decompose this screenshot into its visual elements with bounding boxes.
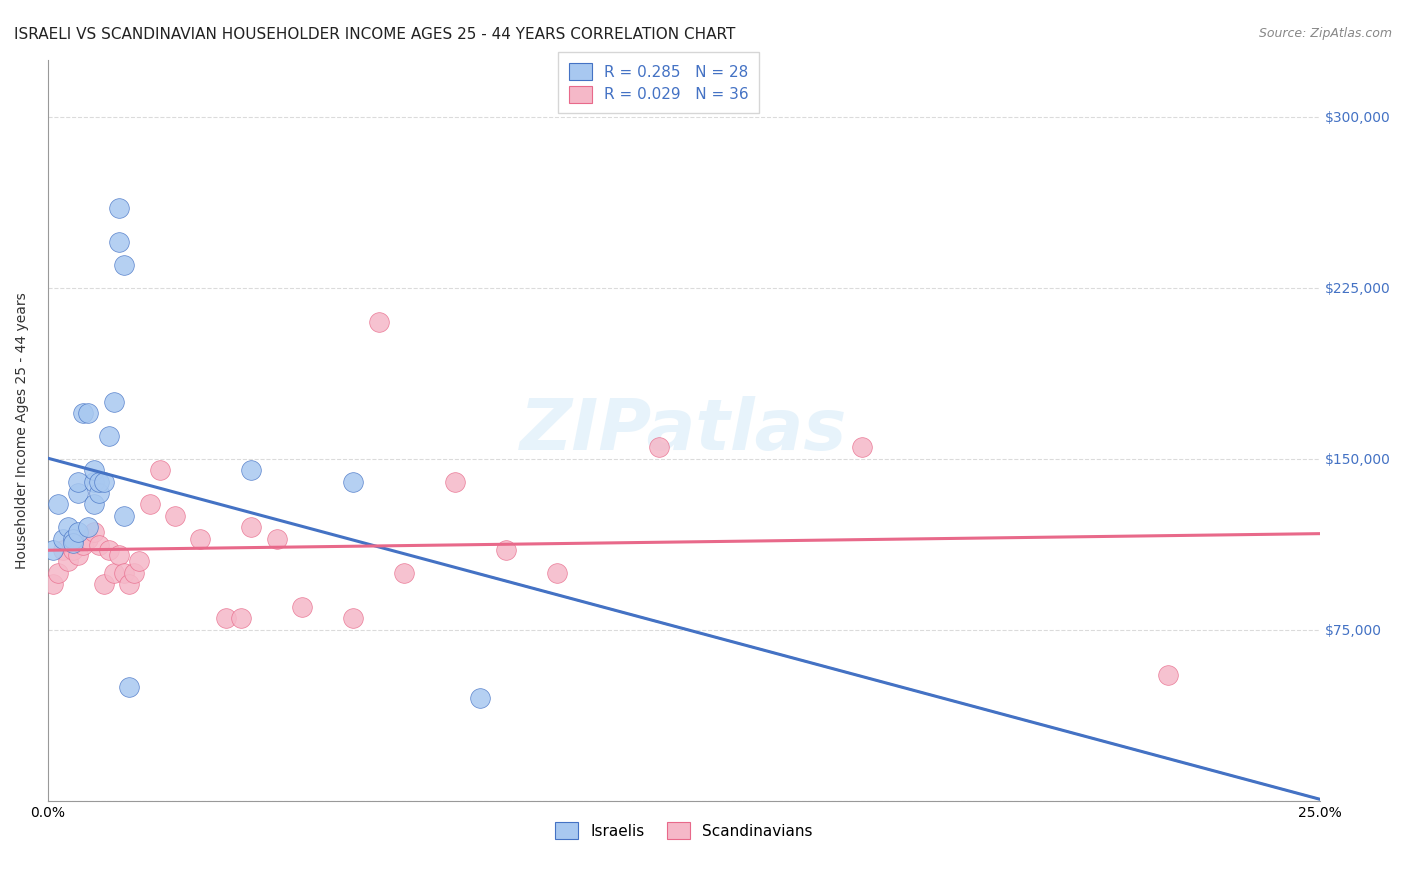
Point [77,532,100,546]
Point [87,538,110,552]
Point [103,566,125,580]
Point [495,543,517,558]
Point [67,548,90,562]
Point [470,691,492,706]
Point [108,235,131,249]
Point [546,566,568,580]
Point [72,406,94,420]
Point [93,475,115,489]
Point [112,566,135,580]
Point [97,429,120,443]
Point [67,475,90,489]
Point [83,475,105,489]
Point [46,566,69,580]
Point [83,497,105,511]
Point [93,577,115,591]
Point [240,520,263,534]
Point [291,600,314,615]
Point [77,520,100,534]
Point [97,543,120,558]
Point [108,201,131,215]
Point [56,554,79,568]
Point [444,475,467,489]
Text: Source: ZipAtlas.com: Source: ZipAtlas.com [1258,27,1392,40]
Point [118,577,141,591]
Point [87,475,110,489]
Point [128,554,150,568]
Point [124,566,146,580]
Point [342,611,364,625]
Point [342,475,364,489]
Point [1156,668,1178,682]
Point [46,497,69,511]
Point [231,611,253,625]
Point [67,486,90,500]
Point [149,463,172,477]
Point [52,532,75,546]
Point [112,258,135,272]
Point [72,538,94,552]
Point [367,315,389,329]
Point [118,680,141,694]
Point [647,441,669,455]
Point [77,406,100,420]
Point [240,463,263,477]
Point [266,532,288,546]
Point [83,524,105,539]
Legend: Israelis, Scandinavians: Israelis, Scandinavians [548,816,820,845]
Point [56,520,79,534]
Point [103,394,125,409]
Point [67,524,90,539]
Point [112,508,135,523]
Point [138,497,160,511]
Point [42,577,65,591]
Text: ISRAELI VS SCANDINAVIAN HOUSEHOLDER INCOME AGES 25 - 44 YEARS CORRELATION CHART: ISRAELI VS SCANDINAVIAN HOUSEHOLDER INCO… [14,27,735,42]
Y-axis label: Householder Income Ages 25 - 44 years: Householder Income Ages 25 - 44 years [15,292,30,568]
Point [851,441,873,455]
Point [215,611,238,625]
Point [392,566,415,580]
Point [108,548,131,562]
Point [163,508,186,523]
Point [62,532,84,546]
Point [62,536,84,550]
Point [190,532,212,546]
Point [62,543,84,558]
Point [83,463,105,477]
Point [52,543,75,558]
Point [42,543,65,558]
Point [87,486,110,500]
Text: ZIPatlas: ZIPatlas [520,396,848,465]
